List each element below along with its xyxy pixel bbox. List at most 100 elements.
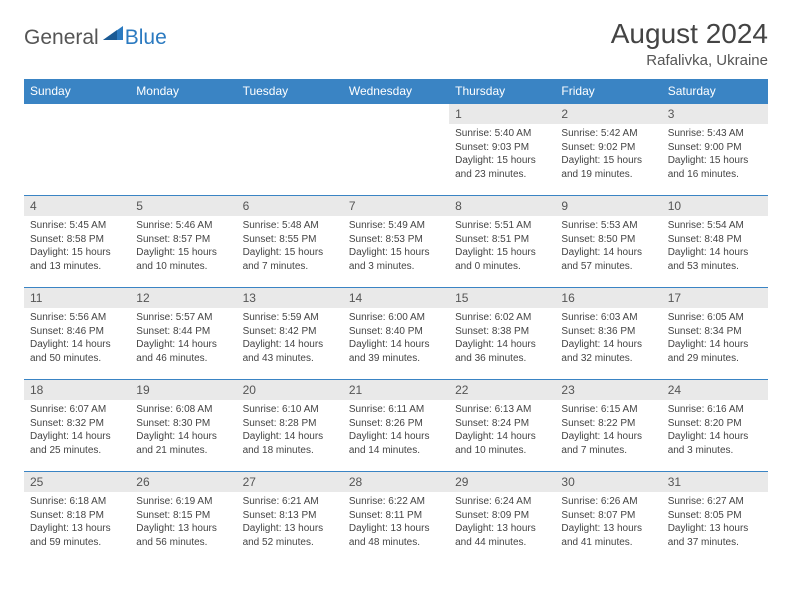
calendar-day-cell: 22Sunrise: 6:13 AMSunset: 8:24 PMDayligh… (449, 380, 555, 472)
day-detail-line: Sunset: 8:53 PM (349, 233, 443, 247)
day-details: Sunrise: 6:16 AMSunset: 8:20 PMDaylight:… (662, 400, 768, 460)
day-number: 30 (555, 472, 661, 492)
day-detail-line: Sunrise: 5:43 AM (668, 127, 762, 141)
day-detail-line: Sunrise: 6:26 AM (561, 495, 655, 509)
day-details: Sunrise: 6:19 AMSunset: 8:15 PMDaylight:… (130, 492, 236, 552)
logo-text-blue: Blue (125, 26, 167, 50)
day-details: Sunrise: 6:10 AMSunset: 8:28 PMDaylight:… (237, 400, 343, 460)
weekday-header: Friday (555, 79, 661, 104)
day-detail-line: Sunrise: 5:56 AM (30, 311, 124, 325)
day-detail-line: Daylight: 14 hours (243, 430, 337, 444)
day-detail-line: and 29 minutes. (668, 352, 762, 366)
day-detail-line: Sunrise: 5:51 AM (455, 219, 549, 233)
day-detail-line: Sunrise: 6:21 AM (243, 495, 337, 509)
calendar-day-cell: 28Sunrise: 6:22 AMSunset: 8:11 PMDayligh… (343, 472, 449, 564)
calendar-day-cell: 10Sunrise: 5:54 AMSunset: 8:48 PMDayligh… (662, 196, 768, 288)
calendar-week-row: 25Sunrise: 6:18 AMSunset: 8:18 PMDayligh… (24, 472, 768, 564)
day-details: Sunrise: 6:24 AMSunset: 8:09 PMDaylight:… (449, 492, 555, 552)
day-detail-line: and 43 minutes. (243, 352, 337, 366)
weekday-header: Wednesday (343, 79, 449, 104)
day-detail-line: and 25 minutes. (30, 444, 124, 458)
day-detail-line: Daylight: 15 hours (668, 154, 762, 168)
day-detail-line: Daylight: 13 hours (668, 522, 762, 536)
calendar-day-cell: 29Sunrise: 6:24 AMSunset: 8:09 PMDayligh… (449, 472, 555, 564)
day-details: Sunrise: 6:22 AMSunset: 8:11 PMDaylight:… (343, 492, 449, 552)
day-detail-line: and 32 minutes. (561, 352, 655, 366)
day-details: Sunrise: 5:40 AMSunset: 9:03 PMDaylight:… (449, 124, 555, 184)
day-detail-line: and 13 minutes. (30, 260, 124, 274)
day-number: 20 (237, 380, 343, 400)
day-number: 5 (130, 196, 236, 216)
logo: General Blue (24, 24, 167, 51)
calendar-day-cell: 12Sunrise: 5:57 AMSunset: 8:44 PMDayligh… (130, 288, 236, 380)
day-details: Sunrise: 5:46 AMSunset: 8:57 PMDaylight:… (130, 216, 236, 276)
day-detail-line: and 37 minutes. (668, 536, 762, 550)
calendar-day-cell: 5Sunrise: 5:46 AMSunset: 8:57 PMDaylight… (130, 196, 236, 288)
day-detail-line: and 16 minutes. (668, 168, 762, 182)
day-detail-line: and 0 minutes. (455, 260, 549, 274)
day-detail-line: and 10 minutes. (136, 260, 230, 274)
calendar-day-cell: 1Sunrise: 5:40 AMSunset: 9:03 PMDaylight… (449, 104, 555, 196)
day-details: Sunrise: 5:42 AMSunset: 9:02 PMDaylight:… (555, 124, 661, 184)
calendar-day-cell (24, 104, 130, 196)
day-detail-line: and 3 minutes. (349, 260, 443, 274)
day-detail-line: and 3 minutes. (668, 444, 762, 458)
calendar-day-cell: 24Sunrise: 6:16 AMSunset: 8:20 PMDayligh… (662, 380, 768, 472)
day-detail-line: and 19 minutes. (561, 168, 655, 182)
day-detail-line: and 52 minutes. (243, 536, 337, 550)
day-details: Sunrise: 6:07 AMSunset: 8:32 PMDaylight:… (24, 400, 130, 460)
day-number (24, 104, 130, 110)
header: General Blue August 2024 Rafalivka, Ukra… (24, 18, 768, 69)
calendar-day-cell (237, 104, 343, 196)
day-detail-line: Sunset: 8:18 PM (30, 509, 124, 523)
day-detail-line: Sunrise: 6:08 AM (136, 403, 230, 417)
day-detail-line: Sunset: 8:51 PM (455, 233, 549, 247)
calendar-day-cell: 30Sunrise: 6:26 AMSunset: 8:07 PMDayligh… (555, 472, 661, 564)
day-detail-line: Sunrise: 5:42 AM (561, 127, 655, 141)
day-detail-line: Daylight: 14 hours (136, 430, 230, 444)
day-number: 29 (449, 472, 555, 492)
day-detail-line: Daylight: 14 hours (668, 338, 762, 352)
calendar-day-cell: 19Sunrise: 6:08 AMSunset: 8:30 PMDayligh… (130, 380, 236, 472)
day-detail-line: Daylight: 14 hours (668, 430, 762, 444)
day-number: 8 (449, 196, 555, 216)
day-number: 21 (343, 380, 449, 400)
day-detail-line: Sunset: 8:48 PM (668, 233, 762, 247)
day-number: 18 (24, 380, 130, 400)
day-detail-line: Sunset: 8:34 PM (668, 325, 762, 339)
calendar-day-cell: 2Sunrise: 5:42 AMSunset: 9:02 PMDaylight… (555, 104, 661, 196)
calendar-day-cell: 9Sunrise: 5:53 AMSunset: 8:50 PMDaylight… (555, 196, 661, 288)
day-number: 26 (130, 472, 236, 492)
day-detail-line: Sunrise: 6:27 AM (668, 495, 762, 509)
calendar-day-cell: 25Sunrise: 6:18 AMSunset: 8:18 PMDayligh… (24, 472, 130, 564)
day-detail-line: Sunset: 8:20 PM (668, 417, 762, 431)
day-detail-line: Sunrise: 5:46 AM (136, 219, 230, 233)
location-text: Rafalivka, Ukraine (611, 52, 768, 69)
day-detail-line: Daylight: 14 hours (349, 338, 443, 352)
day-detail-line: and 46 minutes. (136, 352, 230, 366)
day-detail-line: and 7 minutes. (243, 260, 337, 274)
day-detail-line: Sunset: 8:50 PM (561, 233, 655, 247)
day-detail-line: Sunrise: 6:05 AM (668, 311, 762, 325)
day-detail-line: Sunset: 8:13 PM (243, 509, 337, 523)
calendar-day-cell: 26Sunrise: 6:19 AMSunset: 8:15 PMDayligh… (130, 472, 236, 564)
day-detail-line: Daylight: 14 hours (243, 338, 337, 352)
day-details: Sunrise: 5:51 AMSunset: 8:51 PMDaylight:… (449, 216, 555, 276)
day-number: 22 (449, 380, 555, 400)
day-detail-line: Sunrise: 6:07 AM (30, 403, 124, 417)
day-detail-line: Daylight: 14 hours (30, 338, 124, 352)
day-detail-line: Sunset: 9:02 PM (561, 141, 655, 155)
day-detail-line: and 21 minutes. (136, 444, 230, 458)
day-number: 6 (237, 196, 343, 216)
day-detail-line: and 18 minutes. (243, 444, 337, 458)
day-number: 2 (555, 104, 661, 124)
day-detail-line: Sunrise: 6:02 AM (455, 311, 549, 325)
day-detail-line: Sunset: 8:58 PM (30, 233, 124, 247)
day-detail-line: Sunrise: 6:10 AM (243, 403, 337, 417)
day-detail-line: Daylight: 14 hours (30, 430, 124, 444)
day-detail-line: and 41 minutes. (561, 536, 655, 550)
day-detail-line: Sunset: 8:26 PM (349, 417, 443, 431)
day-detail-line: Sunset: 8:32 PM (30, 417, 124, 431)
calendar-week-row: 18Sunrise: 6:07 AMSunset: 8:32 PMDayligh… (24, 380, 768, 472)
calendar-week-row: 11Sunrise: 5:56 AMSunset: 8:46 PMDayligh… (24, 288, 768, 380)
